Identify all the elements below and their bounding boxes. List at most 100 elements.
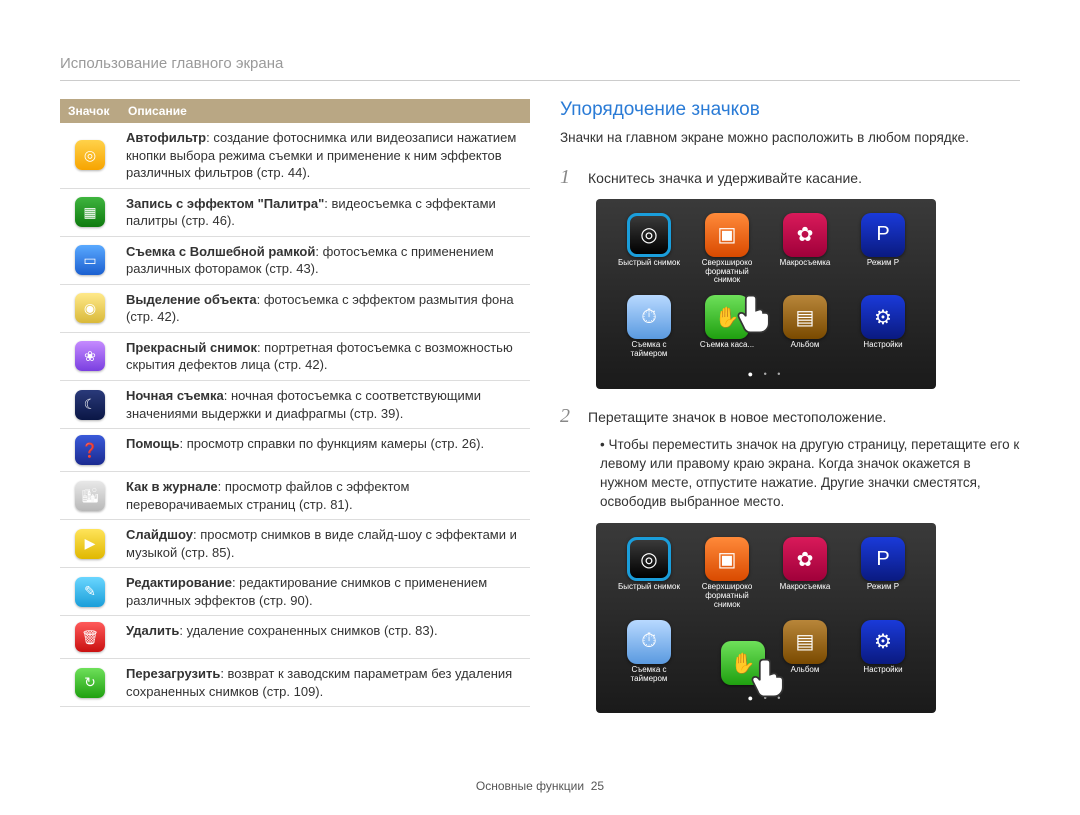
home-icon: P — [861, 537, 905, 581]
table-row: ↻Перезагрузить: возврат к заводским пара… — [60, 659, 530, 707]
description-cell: Редактирование: редактирование снимков с… — [120, 568, 530, 616]
home-icon: ▤ — [783, 295, 827, 339]
description-cell: Автофильтр: создание фотоснимка или виде… — [120, 123, 530, 188]
home-icon: ◎ — [627, 213, 671, 257]
home-icon: ✿ — [783, 213, 827, 257]
home-icon-item: ⏱ Съемка с таймером — [614, 620, 684, 690]
table-row: ☾ Ночная съемка: ночная фотосъемка с соот… — [60, 381, 530, 429]
home-icon-label: Макросъемка — [780, 583, 831, 592]
touch-finger-icon — [746, 655, 792, 701]
home-icon-item: P Режим P — [848, 537, 918, 615]
step-2-bullet: Чтобы переместить значок на другую стран… — [600, 436, 1020, 512]
feature-icon: ❀ — [75, 341, 105, 371]
screen-preview-1: ◎ Быстрый снимок ▣Сверхшироко форматный сн… — [596, 199, 936, 389]
home-icon-label: Настройки — [863, 666, 902, 675]
feature-icon: ▦ — [75, 197, 105, 227]
home-icon-item: ◎ Быстрый снимок — [614, 213, 684, 291]
icon-cell: ❀ — [60, 332, 120, 380]
description-cell: Запись с эффектом "Палитра": видеосъемка… — [120, 188, 530, 236]
feature-icon: ◉ — [75, 293, 105, 323]
icon-cell: 🏙 — [60, 472, 120, 520]
description-cell: Помощь: просмотр справки по функциям кам… — [120, 429, 530, 472]
home-icon-label: Съемка каса... — [700, 341, 754, 350]
home-icon-item: ✿ Макросъемка — [770, 537, 840, 615]
home-icon-item: ✿ Макросъемка — [770, 213, 840, 291]
description-cell: Слайдшоу: просмотр снимков в виде слайд-… — [120, 520, 530, 568]
home-icon-label: Быстрый снимок — [618, 583, 680, 592]
icon-cell: 🗑 — [60, 616, 120, 659]
table-row: ◉ Выделение объекта: фотосъемка с эффекто… — [60, 284, 530, 332]
table-row: ▶Слайдшоу: просмотр снимков в виде слайд… — [60, 520, 530, 568]
home-icon-label: Съемка с таймером — [617, 666, 681, 684]
step-1: 1 Коснитесь значка и удерживайте касание… — [560, 166, 1020, 189]
icon-cell: ▦ — [60, 188, 120, 236]
home-icon-label: Альбом — [791, 666, 820, 675]
description-cell: Перезагрузить: возврат к заводским парам… — [120, 659, 530, 707]
home-icon-label: Режим P — [867, 259, 899, 268]
home-icon-label: Быстрый снимок — [618, 259, 680, 268]
home-icon: ⏱ — [627, 295, 671, 339]
home-icon: ⏱ — [627, 620, 671, 664]
home-icon-item: ▣Сверхшироко форматный снимок — [692, 213, 762, 291]
home-icon-label: Настройки — [863, 341, 902, 350]
screen-preview-2: ◎Быстрый снимок▣Сверхшироко форматный сн… — [596, 523, 936, 713]
feature-icon: 🗑 — [75, 622, 105, 652]
feature-icon: ☾ — [75, 390, 105, 420]
home-icon-label: Макросъемка — [780, 259, 831, 268]
home-icon-item: ⏱Съемка с таймером — [614, 295, 684, 365]
home-icon-item: P Режим P — [848, 213, 918, 291]
feature-icon: ◎ — [75, 140, 105, 170]
icon-cell: ◉ — [60, 284, 120, 332]
icon-description-table: Значок Описание ◎ Автофильтр: создание фо… — [60, 99, 530, 707]
ordering-heading: Упорядочение значков — [560, 99, 1020, 121]
feature-icon: ▭ — [75, 245, 105, 275]
footer-label: Основные функции — [476, 779, 584, 793]
home-icon-label: Сверхшироко форматный снимок — [695, 259, 759, 285]
ordering-intro: Значки на главном экране можно расположи… — [560, 129, 1020, 148]
icon-cell: ❓ — [60, 429, 120, 472]
page-footer: Основные функции 25 — [0, 779, 1080, 793]
table-row: ▭ Съемка с Волшебной рамкой: фотосъемка с… — [60, 236, 530, 284]
footer-page-number: 25 — [591, 779, 604, 793]
feature-icon: 🏙 — [75, 481, 105, 511]
feature-icon: ❓ — [75, 435, 105, 465]
icon-cell: ✎ — [60, 568, 120, 616]
home-icon-item: ▤ Альбом — [770, 295, 840, 365]
icon-cell: ▭ — [60, 236, 120, 284]
icon-cell: ☾ — [60, 381, 120, 429]
section-title: Использование главного экрана — [60, 55, 1020, 81]
icon-cell: ▶ — [60, 520, 120, 568]
table-row: ✎ Редактирование: редактирование снимков … — [60, 568, 530, 616]
table-row: ▦ Запись с эффектом "Палитра": видеосъемк… — [60, 188, 530, 236]
touch-finger-icon — [732, 291, 778, 337]
home-icon: ⚙ — [861, 620, 905, 664]
table-row: ❀Прекрасный снимок: портретная фотосъемк… — [60, 332, 530, 380]
step-2-number: 2 — [560, 405, 576, 428]
th-desc: Описание — [120, 99, 530, 123]
home-icon: P — [861, 213, 905, 257]
step-1-number: 1 — [560, 166, 576, 189]
home-icon-label: Альбом — [791, 341, 820, 350]
table-row: ❓ Помощь: просмотр справки по функциям ка… — [60, 429, 530, 472]
feature-icon: ✎ — [75, 577, 105, 607]
th-icon: Значок — [60, 99, 120, 123]
home-icon: ▣ — [705, 537, 749, 581]
icon-cell: ◎ — [60, 123, 120, 188]
home-icon-label: Режим P — [867, 583, 899, 592]
description-cell: Ночная съемка: ночная фотосъемка с соотв… — [120, 381, 530, 429]
home-icon: ✿ — [783, 537, 827, 581]
description-cell: Съемка с Волшебной рамкой: фотосъемка с … — [120, 236, 530, 284]
pager-dots: ● • • — [614, 369, 918, 379]
home-icon: ⚙ — [861, 295, 905, 339]
home-icon-label: Сверхшироко форматный снимок — [695, 583, 759, 609]
home-icon-item: ⚙ Настройки — [848, 295, 918, 365]
description-cell: Выделение объекта: фотосъемка с эффектом… — [120, 284, 530, 332]
home-icon: ▣ — [705, 213, 749, 257]
table-row: 🏙 Как в журнале: просмотр файлов с эффект… — [60, 472, 530, 520]
description-cell: Как в журнале: просмотр файлов с эффекто… — [120, 472, 530, 520]
home-icon-item: ▣Сверхшироко форматный снимок — [692, 537, 762, 615]
step-1-text: Коснитесь значка и удерживайте касание. — [588, 169, 862, 189]
step-2: 2 Перетащите значок в новое местоположен… — [560, 405, 1020, 428]
step-2-text: Перетащите значок в новое местоположение… — [588, 408, 886, 428]
table-row: ◎ Автофильтр: создание фотоснимка или вид… — [60, 123, 530, 188]
